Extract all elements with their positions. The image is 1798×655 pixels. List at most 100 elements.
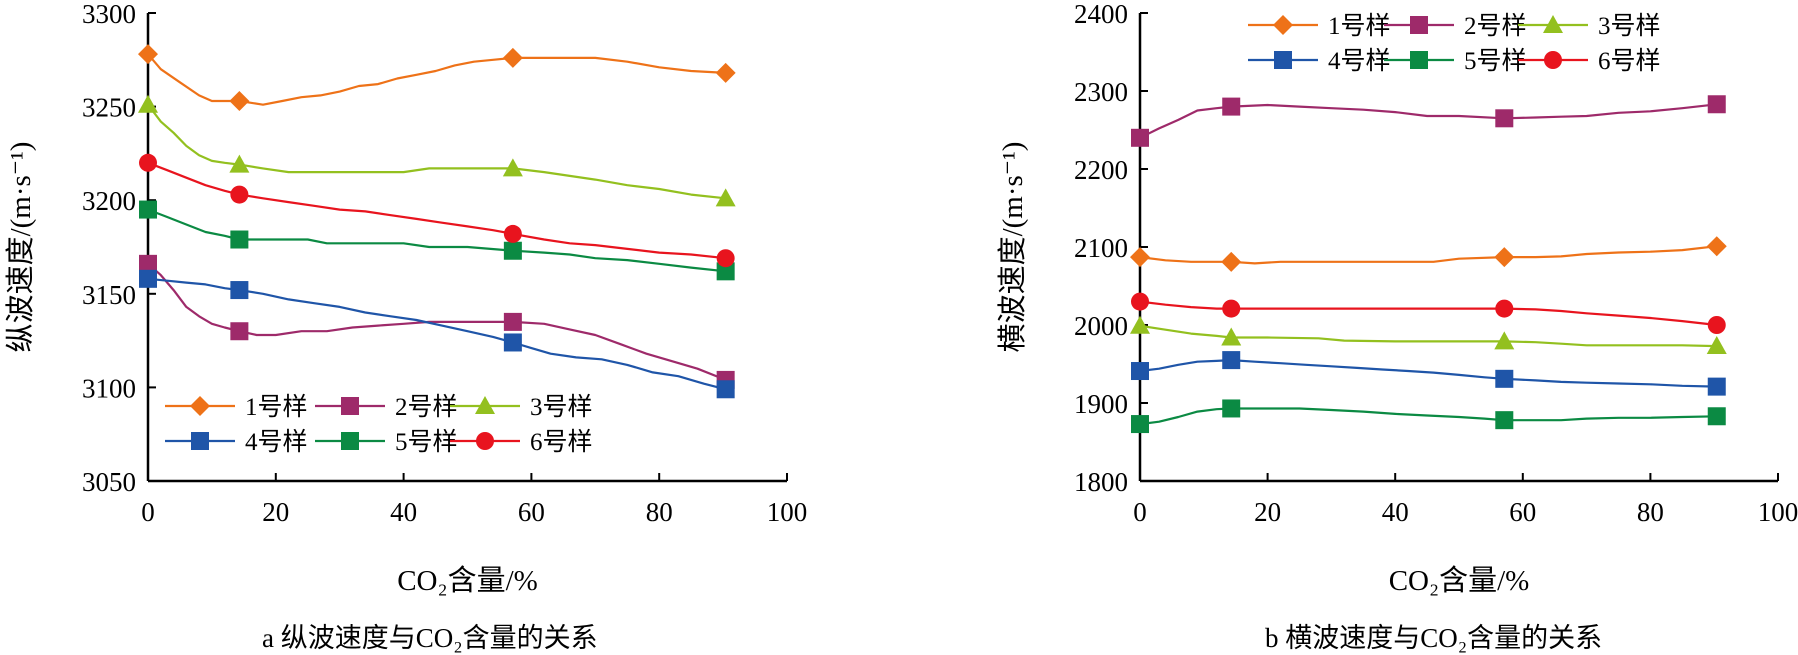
a-x-tick-label: 40: [390, 497, 417, 527]
b-data-point-5-4: [1707, 407, 1726, 426]
a-data-point-2-2: [230, 322, 249, 341]
a-legend-label-6: 6号样: [530, 428, 593, 456]
b-series-line-4: [1139, 359, 1717, 388]
b-legend-label-3: 3号样: [1598, 12, 1661, 40]
a-legend-marker-3: [475, 396, 495, 414]
a-legend-label-1: 1号样: [245, 393, 308, 421]
a-x-tick-label: 60: [518, 497, 545, 527]
b-x-tick-label: 100: [1758, 497, 1798, 527]
b-x-tick-label: 60: [1509, 497, 1536, 527]
b-legend-marker-1: [1273, 15, 1293, 35]
a-legend-label-3: 3号样: [530, 393, 593, 421]
a-data-point-3-3: [502, 158, 523, 177]
b-data-point-5-1: [1131, 415, 1149, 434]
a-legend-marker-4: [191, 432, 209, 450]
a-series-line-2: [147, 262, 727, 381]
b-y-tick-label: 2300: [1074, 77, 1128, 107]
a-data-point-6-1: [139, 153, 157, 172]
a-data-point-4-4: [716, 380, 735, 399]
a-data-point-5-1: [139, 200, 157, 219]
a-x-axis-title: CO₂含量/%: [397, 564, 538, 597]
a-data-point-5-2: [230, 230, 249, 249]
a-data-point-4-3: [503, 333, 522, 352]
b-x-tick-label: 0: [1133, 497, 1147, 527]
a-legend-label-2: 2号样: [395, 393, 458, 421]
b-legend-marker-3: [1543, 15, 1563, 33]
a-data-point-2-1: [139, 254, 157, 273]
b-data-point-4-2: [1222, 351, 1241, 370]
b-legend-marker-4: [1274, 51, 1292, 69]
b-data-point-1-4: [1706, 236, 1727, 257]
b-data-point-2-3: [1495, 109, 1514, 128]
b-x-tick-label: 20: [1254, 497, 1281, 527]
a-data-point-1-4: [715, 62, 736, 83]
a-y-tick-label: 3200: [82, 186, 136, 216]
b-y-tick-label: 2400: [1074, 0, 1128, 29]
b-y-tick-label: 2200: [1074, 155, 1128, 185]
caption-b: b 横波速度与CO₂含量的关系: [1265, 623, 1603, 653]
b-data-point-1-1: [1130, 247, 1150, 268]
b-data-point-5-2: [1222, 399, 1241, 418]
a-y-axis-title: 纵波速度/(m·s⁻¹): [4, 142, 37, 353]
b-legend-label-2: 2号样: [1464, 12, 1527, 40]
b-legend-label-1: 1号样: [1328, 12, 1391, 40]
b-y-tick-label: 2100: [1074, 233, 1128, 263]
a-data-point-1-2: [229, 90, 250, 111]
b-data-point-3-3: [1494, 331, 1515, 350]
b-y-tick-label: 1800: [1074, 467, 1128, 497]
b-series-line-3: [1139, 324, 1717, 348]
b-data-point-2-2: [1222, 97, 1241, 116]
b-data-point-6-1: [1131, 292, 1149, 311]
b-data-point-4-1: [1131, 362, 1149, 381]
b-x-tick-label: 40: [1382, 497, 1409, 527]
a-data-point-4-1: [139, 269, 157, 288]
a-x-tick-label: 20: [262, 497, 289, 527]
b-series-line-2: [1139, 103, 1717, 139]
b-legend-label-6: 6号样: [1598, 47, 1661, 75]
a-data-point-1-3: [502, 47, 523, 68]
b-legend-label-4: 4号样: [1328, 47, 1391, 75]
a-legend-marker-5: [341, 432, 359, 450]
b-data-point-6-4: [1707, 316, 1726, 334]
a-data-point-3-2: [229, 154, 250, 173]
a-legend-marker-2: [341, 397, 359, 415]
a-series-line-5: [147, 208, 726, 273]
a-y-tick-label: 3050: [82, 467, 136, 497]
a-data-point-4-2: [230, 281, 249, 300]
caption-a: a 纵波速度与CO₂含量的关系: [262, 623, 598, 653]
b-data-point-5-3: [1495, 411, 1514, 430]
a-data-point-6-3: [503, 224, 522, 243]
b-data-point-1-2: [1221, 251, 1242, 272]
a-legend-marker-1: [190, 396, 210, 416]
b-data-point-6-3: [1495, 299, 1514, 318]
a-series-line-3: [147, 104, 726, 200]
a-series-line-4: [147, 277, 726, 391]
b-data-point-1-3: [1494, 247, 1515, 268]
a-y-tick-label: 3300: [82, 0, 136, 29]
a-data-point-2-3: [503, 312, 522, 331]
b-y-tick-label: 1900: [1074, 389, 1128, 419]
a-legend-marker-6: [476, 432, 494, 450]
b-data-point-3-4: [1706, 336, 1727, 355]
a-series-line-6: [147, 161, 726, 260]
a-y-tick-label: 3250: [82, 93, 136, 123]
b-legend-marker-6: [1544, 51, 1562, 69]
b-data-point-2-1: [1131, 128, 1149, 147]
a-y-tick-label: 3150: [82, 280, 136, 310]
b-legend-label-5: 5号样: [1464, 47, 1527, 75]
a-data-point-6-2: [230, 185, 249, 204]
a-legend-label-5: 5号样: [395, 428, 458, 456]
b-x-tick-label: 80: [1637, 497, 1664, 527]
a-data-point-6-4: [716, 249, 735, 268]
a-legend-label-4: 4号样: [245, 428, 308, 456]
b-legend-marker-2: [1410, 16, 1428, 34]
b-data-point-4-3: [1495, 369, 1514, 388]
b-y-tick-label: 2000: [1074, 311, 1128, 341]
a-data-point-3-4: [715, 188, 736, 207]
a-data-point-5-4: [716, 262, 735, 281]
a-y-tick-label: 3100: [82, 373, 136, 403]
b-data-point-6-2: [1222, 299, 1241, 318]
b-x-axis-title: CO₂含量/%: [1389, 564, 1530, 597]
